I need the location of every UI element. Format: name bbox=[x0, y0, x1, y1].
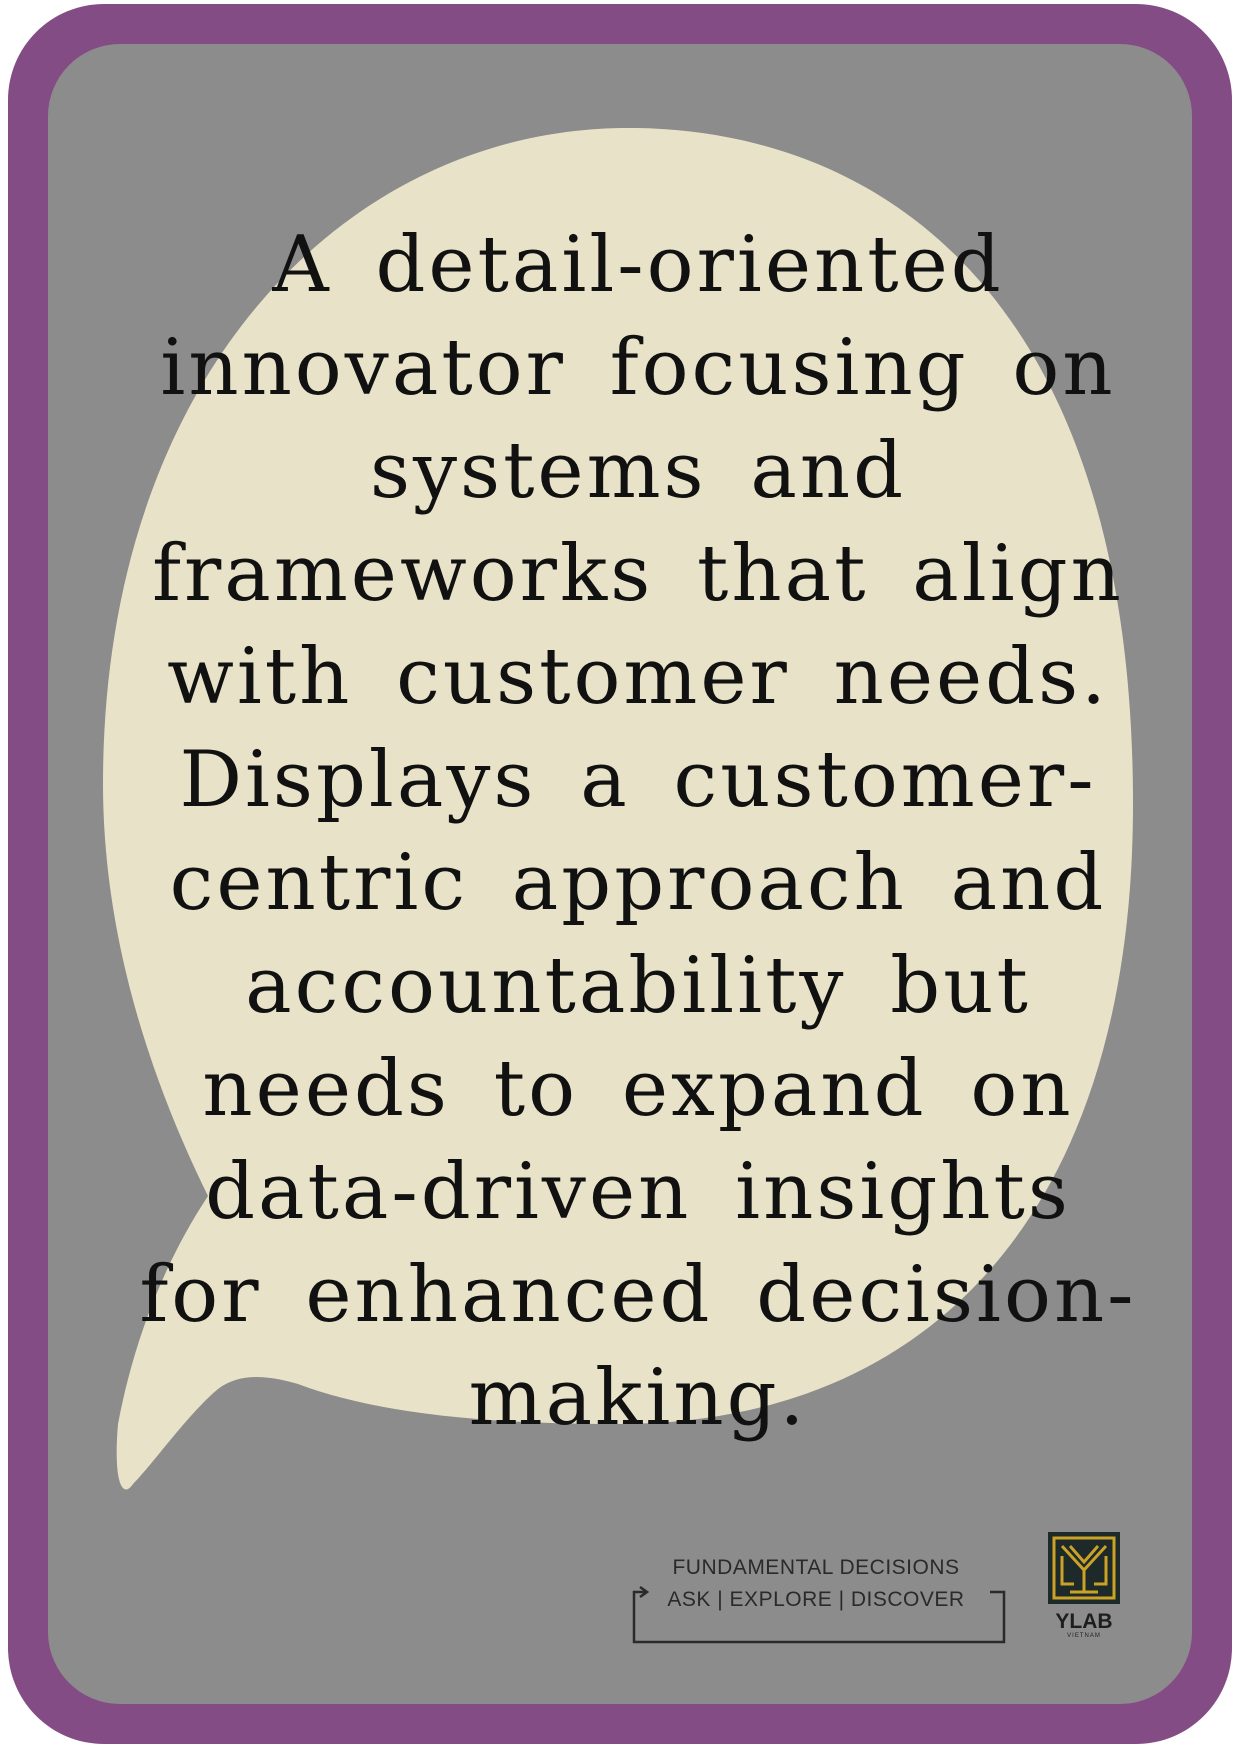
logo-name: YLAB bbox=[1055, 1610, 1113, 1633]
card-border: A detail-oriented innovator focusing on … bbox=[8, 4, 1232, 1744]
card-body: A detail-oriented innovator focusing on … bbox=[48, 44, 1192, 1704]
logo-subtitle: VIETNAM bbox=[1067, 1633, 1101, 1639]
bracket-arrow-icon bbox=[632, 1586, 1006, 1644]
speech-bubble bbox=[103, 128, 1133, 1490]
quote-text: A detail-oriented innovator focusing on … bbox=[139, 220, 1137, 1443]
footer-title: FUNDAMENTAL DECISIONS bbox=[672, 1556, 960, 1579]
speech-bubble-shape bbox=[103, 128, 1133, 1490]
footer-tagline: FUNDAMENTAL DECISIONS ASK | EXPLORE | DI… bbox=[624, 1548, 1014, 1648]
ylab-maze-icon bbox=[1048, 1532, 1120, 1604]
footer-subtitle: ASK | EXPLORE | DISCOVER bbox=[667, 1588, 965, 1611]
ylab-logo: YLAB VIETNAM bbox=[1044, 1532, 1124, 1652]
